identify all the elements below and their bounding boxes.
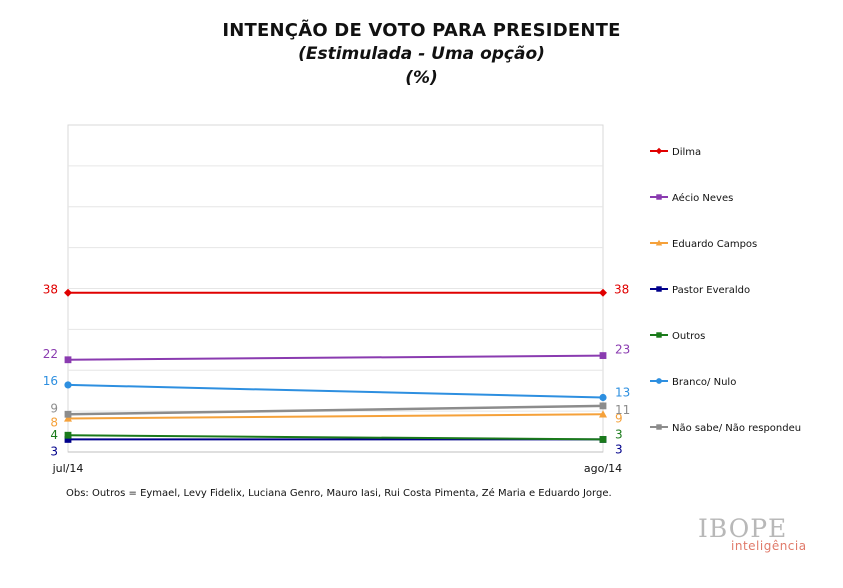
- footnote: Obs: Outros = Eymael, Levy Fidelix, Luci…: [66, 488, 612, 499]
- legend-marker: [655, 147, 663, 155]
- x-tick-label: ago/14: [584, 462, 622, 475]
- data-label: 22: [43, 347, 58, 361]
- series-line: [67, 404, 604, 416]
- data-point: [599, 352, 607, 359]
- data-label: 9: [615, 411, 623, 425]
- data-label: 16: [43, 374, 58, 388]
- series-line: [67, 413, 604, 420]
- data-point: [599, 288, 607, 297]
- data-label: 38: [43, 283, 58, 297]
- legend-label: Outros: [672, 331, 705, 342]
- series-line: [67, 383, 604, 399]
- data-label: 4: [50, 428, 58, 442]
- data-label: 38: [614, 283, 629, 297]
- data-point: [64, 288, 72, 297]
- data-label: 9: [50, 401, 58, 415]
- legend-label: Não sabe/ Não respondeu: [672, 423, 801, 434]
- data-point: [64, 436, 72, 443]
- data-point: [599, 410, 607, 418]
- data-point: [64, 414, 72, 422]
- x-tick-label: jul/14: [52, 462, 84, 475]
- data-point: [64, 410, 72, 418]
- data-point: [64, 431, 72, 439]
- chart-subtitle: (Estimulada - Uma opção): [298, 44, 545, 64]
- chart-title: INTENÇÃO DE VOTO PARA PRESIDENTE: [222, 20, 621, 41]
- data-label: 8: [50, 415, 58, 429]
- legend-label: Pastor Everaldo: [672, 285, 750, 296]
- data-label: 23: [615, 343, 630, 357]
- data-label: 3: [50, 444, 58, 458]
- legend-label: Aécio Neves: [672, 192, 733, 204]
- data-point: [64, 356, 72, 364]
- data-label: 3: [615, 427, 623, 441]
- data-point: [599, 402, 607, 410]
- legend-label: Branco/ Nulo: [672, 377, 736, 388]
- legend-marker: [656, 286, 662, 292]
- legend-marker: [655, 239, 663, 246]
- brand-subtitle: inteligência: [731, 539, 807, 553]
- legend-marker: [656, 332, 662, 338]
- data-label: 11: [615, 403, 630, 417]
- brand-logo: IBOPE: [698, 514, 788, 543]
- legend-label: Dilma: [672, 147, 701, 158]
- legend-label: Eduardo Campos: [672, 239, 757, 250]
- data-point: [64, 381, 72, 389]
- data-point: [599, 436, 607, 443]
- series-line: [67, 434, 604, 441]
- series-line: [67, 354, 604, 361]
- legend-marker: [656, 378, 662, 384]
- legend-marker: [656, 424, 662, 430]
- data-label: 13: [615, 386, 630, 400]
- chart-unit: (%): [405, 68, 438, 88]
- data-point: [599, 393, 607, 402]
- data-label: 3: [615, 442, 623, 456]
- legend-marker: [656, 194, 662, 200]
